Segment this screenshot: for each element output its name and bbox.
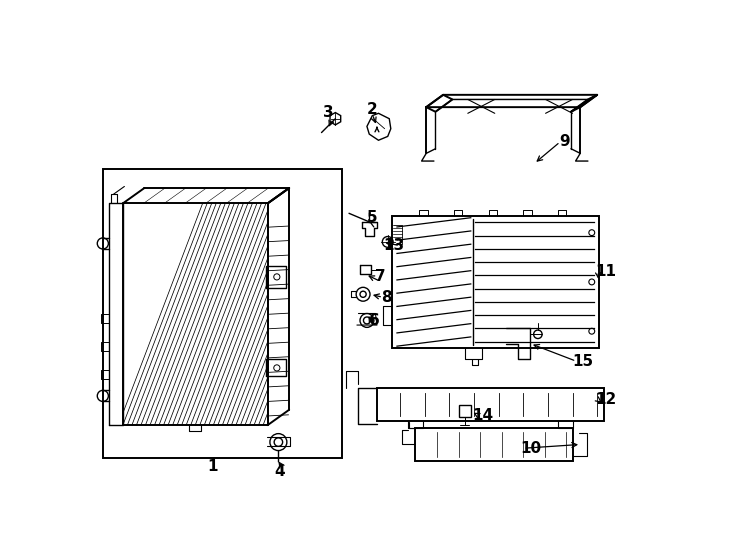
Text: 12: 12 [595, 392, 617, 407]
Bar [377, 388, 604, 421]
Text: 5: 5 [367, 210, 377, 225]
Text: 8: 8 [381, 290, 391, 305]
Bar [103, 168, 341, 457]
Text: 10: 10 [520, 441, 542, 456]
Text: 11: 11 [595, 264, 616, 279]
Bar [393, 215, 599, 348]
Bar [415, 428, 573, 461]
Text: 4: 4 [275, 464, 286, 479]
Text: 9: 9 [559, 134, 570, 149]
Bar [459, 405, 471, 417]
Text: 1: 1 [208, 459, 218, 474]
Text: 7: 7 [375, 269, 385, 284]
Text: 6: 6 [369, 313, 380, 328]
Text: 13: 13 [383, 238, 404, 253]
Text: 3: 3 [323, 105, 334, 120]
Text: 15: 15 [572, 354, 593, 369]
Text: 14: 14 [472, 408, 493, 423]
Text: 2: 2 [367, 102, 378, 117]
